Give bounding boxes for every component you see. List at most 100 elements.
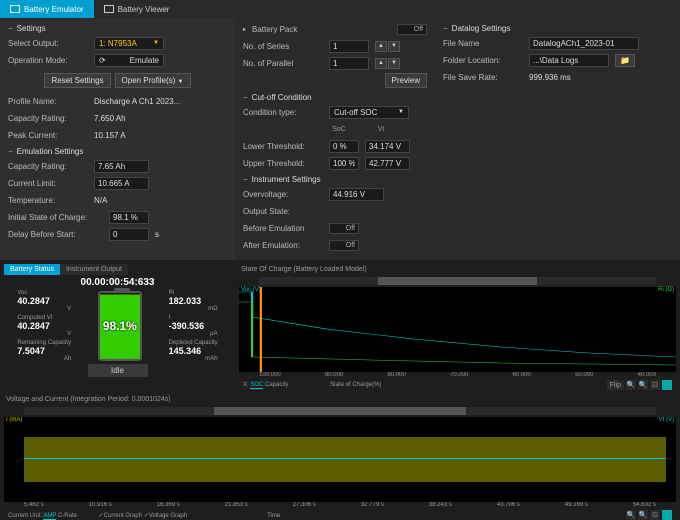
zoom-out-icon[interactable]: 🔍 [638, 510, 648, 520]
isoc-input[interactable] [109, 211, 149, 224]
saverate-value: 999.936 ms [529, 73, 571, 82]
isoc-label: Initial State of Charge: [8, 213, 103, 222]
profile-name-value: Discharge A Ch1 2023... [94, 97, 180, 106]
idle-status: Idle [88, 364, 148, 377]
filename-input[interactable] [529, 37, 639, 50]
legend-cap[interactable]: Capacity [265, 382, 288, 388]
folder-input[interactable] [529, 54, 609, 67]
voltage-line [24, 458, 666, 459]
lower-th-label: Lower Threshold: [243, 142, 323, 151]
upper-vt-input[interactable] [365, 157, 410, 170]
vc-chart-title: Voltage and Current (Integration Period:… [4, 394, 676, 405]
flip-button[interactable]: Flip [607, 380, 624, 390]
tab-label: Battery Emulator [24, 5, 84, 14]
unit-amp[interactable]: AMP [43, 513, 56, 520]
curr-limit-input[interactable] [94, 177, 149, 190]
op-mode-dropdown[interactable]: ⟳ Emulate [94, 54, 164, 67]
reset-settings-button[interactable]: Reset Settings [44, 73, 110, 88]
before-emul-toggle[interactable]: Off [329, 223, 359, 234]
voltage-graph-toggle[interactable]: Voltage Graph [149, 513, 187, 519]
zoom-fit-icon[interactable]: ⊡ [650, 380, 660, 390]
battery-pct: 98.1% [103, 319, 137, 333]
waveform [24, 437, 666, 482]
parallel-input[interactable] [329, 57, 369, 70]
ov-label: Overvoltage: [243, 190, 323, 199]
expand-icon[interactable]: ⛶ [662, 510, 672, 520]
select-output-label: Select Output: [8, 39, 88, 48]
preview-button[interactable]: Preview [385, 73, 427, 88]
tab-battery-status[interactable]: Battery Status [4, 264, 60, 275]
tab-battery-viewer[interactable]: Battery Viewer [94, 0, 180, 18]
tab-instrument-output[interactable]: Instrument Output [60, 264, 128, 275]
vc-chart[interactable]: I (mA) Vt (V) [4, 417, 676, 502]
series-label: No. of Series [243, 42, 323, 51]
temp-value: N/A [94, 196, 107, 205]
select-output-dropdown[interactable]: 1: N7953A▼ [94, 37, 164, 50]
upper-th-label: Upper Threshold: [243, 159, 323, 168]
zoom-fit-icon[interactable]: ⊡ [650, 510, 660, 520]
batt-pack-label: Battery Pack [252, 25, 332, 34]
lower-soc-input[interactable] [329, 140, 359, 153]
peak-current-label: Peak Current: [8, 131, 88, 140]
op-mode-label: Operation Mode: [8, 56, 88, 65]
current-graph-toggle[interactable]: Current Graph [104, 513, 142, 519]
filename-label: File Name [443, 39, 523, 48]
unit-crate[interactable]: C-Rate [58, 513, 77, 519]
settings-header[interactable]: Settings [8, 24, 227, 33]
parallel-down[interactable]: ▼ [388, 58, 400, 69]
cap-rating-value: 7.650 Ah [94, 114, 126, 123]
temp-label: Temperature: [8, 196, 88, 205]
folder-label: Folder Location: [443, 56, 523, 65]
ov-input[interactable] [329, 188, 384, 201]
soc-chart[interactable]: Voc (V) Ri (Ω) [239, 287, 676, 372]
cond-type-dropdown[interactable]: Cut-off SOC▼ [329, 106, 409, 119]
expand-icon[interactable]: ⛶ [662, 380, 672, 390]
profile-name-label: Profile Name: [8, 97, 88, 106]
battery-icon [10, 5, 20, 13]
cvt-value: 40.2847 [17, 321, 71, 331]
zoom-out-icon[interactable]: 🔍 [638, 380, 648, 390]
zoom-in-icon[interactable]: 🔍 [626, 510, 636, 520]
ri-value: 182.033 [169, 296, 218, 306]
emul-cap-input[interactable] [94, 160, 149, 173]
before-emul-label: Before Emulation [243, 224, 323, 233]
saverate-label: File Save Rate: [443, 73, 523, 82]
delay-label: Delay Before Start: [8, 230, 103, 239]
after-emul-label: After Emulation: [243, 241, 323, 250]
series-up[interactable]: ▲ [375, 41, 387, 52]
timer-display: 00.00:00:54:633 [4, 277, 231, 288]
peak-current-value: 10.157 A [94, 131, 126, 140]
tab-label: Battery Viewer [118, 5, 170, 14]
tab-battery-emulator[interactable]: Battery Emulator [0, 0, 94, 18]
i-value: -390.536 [169, 321, 218, 331]
folder-browse-button[interactable]: 📁 [615, 54, 635, 67]
after-emul-toggle[interactable]: Off [329, 240, 359, 251]
voc-value: 40.2847 [17, 296, 71, 306]
batt-pack-toggle[interactable]: Off [397, 24, 427, 35]
delay-input[interactable] [109, 228, 149, 241]
datalog-header[interactable]: Datalog Settings [443, 24, 672, 33]
upper-soc-input[interactable] [329, 157, 359, 170]
legend-soc[interactable]: SOC [250, 382, 263, 389]
series-down[interactable]: ▼ [388, 41, 400, 52]
zoom-in-icon[interactable]: 🔍 [626, 380, 636, 390]
parallel-label: No. of Parallel [243, 59, 323, 68]
battery-icon [104, 5, 114, 13]
series-input[interactable] [329, 40, 369, 53]
soc-scrollbar[interactable] [259, 277, 656, 285]
cap-rating-label: Capacity Rating: [8, 114, 88, 123]
curr-limit-label: Current Limit: [8, 179, 88, 188]
parallel-up[interactable]: ▲ [375, 58, 387, 69]
rcap-value: 7.5047 [17, 346, 71, 356]
cutoff-header[interactable]: Cut-off Condition [243, 93, 427, 102]
open-profiles-button[interactable]: Open Profile(s) ▼ [115, 73, 191, 88]
vc-scrollbar[interactable] [24, 407, 656, 415]
instr-header[interactable]: Instrument Settings [243, 175, 427, 184]
emul-cap-label: Capacity Rating: [8, 162, 88, 171]
dcap-value: 145.346 [169, 346, 218, 356]
emulation-header[interactable]: Emulation Settings [8, 147, 227, 156]
battery-graphic: 98.1% [98, 291, 142, 361]
cond-type-label: Condition type: [243, 108, 323, 117]
out-state-label: Output State: [243, 207, 323, 216]
lower-vt-input[interactable] [365, 140, 410, 153]
